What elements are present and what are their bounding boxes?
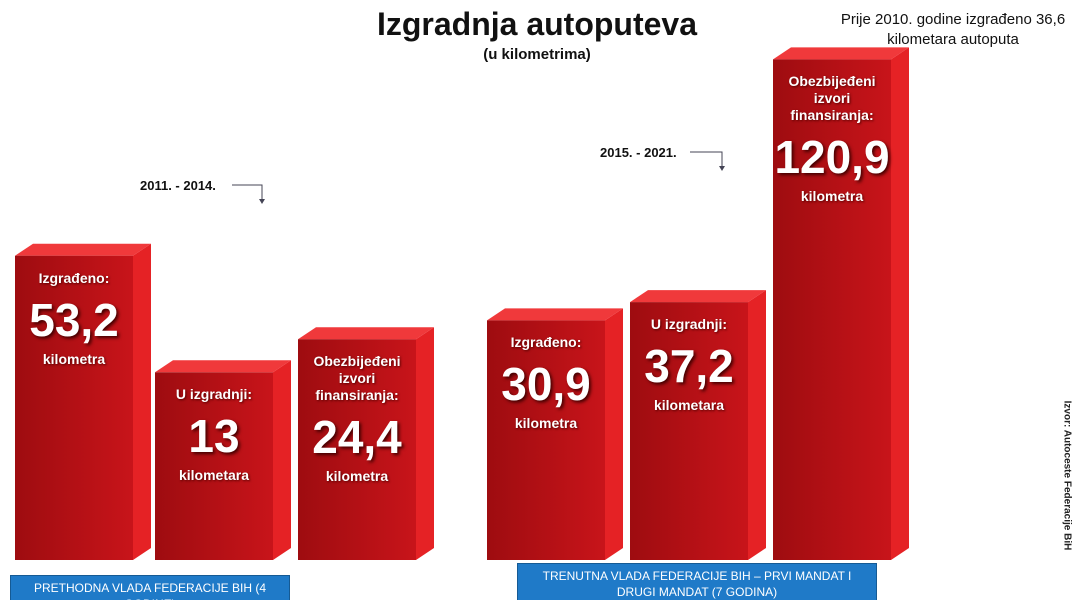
value-label: 37,2 <box>644 340 734 393</box>
bar-top <box>487 308 623 321</box>
bar-label: U izgradnji: <box>175 386 253 403</box>
bar-label: Izgrađeno: <box>38 269 110 286</box>
value-label: 24,4 <box>312 411 402 464</box>
bar-label: Obezbijeđeni izvori finansiranja: <box>313 353 401 404</box>
bar-label: Izgrađeno: <box>510 334 582 351</box>
bar-top <box>298 327 434 340</box>
chart-subtitle: (u kilometrima) <box>483 46 591 63</box>
value-label: 13 <box>188 410 240 463</box>
bar <box>298 339 416 560</box>
bar-top <box>773 47 909 60</box>
unit-label: kilometra <box>800 188 864 205</box>
arrow-head <box>719 166 725 171</box>
unit-label: kilometra <box>42 350 106 367</box>
value-label: 53,2 <box>29 293 119 346</box>
bar <box>630 302 748 560</box>
bar <box>15 255 133 560</box>
unit-label: kilometara <box>653 397 725 414</box>
bar-top <box>630 290 766 303</box>
bar-side <box>605 308 623 560</box>
bar-side <box>416 327 434 560</box>
bar-label: U izgradnji: <box>650 316 728 333</box>
arrow-head <box>259 199 265 204</box>
bar <box>773 59 891 560</box>
group-caption: PRETHODNA VLADA FEDERACIJE BIH (4 GODINE… <box>10 575 290 600</box>
arrow <box>690 151 723 170</box>
period-label: 2015. - 2021. <box>600 145 677 160</box>
bar-top <box>15 243 151 256</box>
unit-label: kilometra <box>325 468 389 485</box>
group-caption: TRENUTNA VLADA FEDERACIJE BIH – PRVI MAN… <box>517 563 877 600</box>
source: Izvor: Autoceste Federacije BiH <box>1061 400 1073 551</box>
chart-title: Izgradnja autoputeva <box>376 6 698 42</box>
period-label: 2011. - 2014. <box>140 178 216 193</box>
value-label: 30,9 <box>501 358 591 411</box>
unit-label: kilometra <box>514 415 578 432</box>
unit-label: kilometara <box>178 467 250 484</box>
bar-side <box>273 360 291 560</box>
bar <box>487 320 605 560</box>
value-label: 120,9 <box>774 131 890 184</box>
arrow <box>232 184 263 203</box>
bar-side <box>133 243 151 560</box>
bar-label: Obezbijeđeni izvori finansiranja: <box>788 73 876 124</box>
bar-top <box>155 360 291 373</box>
bar <box>155 372 273 560</box>
bar-side <box>891 47 909 560</box>
note: Prije 2010. godine izgrađeno 36,6 kilome… <box>840 11 1066 48</box>
bar-side <box>748 290 766 560</box>
